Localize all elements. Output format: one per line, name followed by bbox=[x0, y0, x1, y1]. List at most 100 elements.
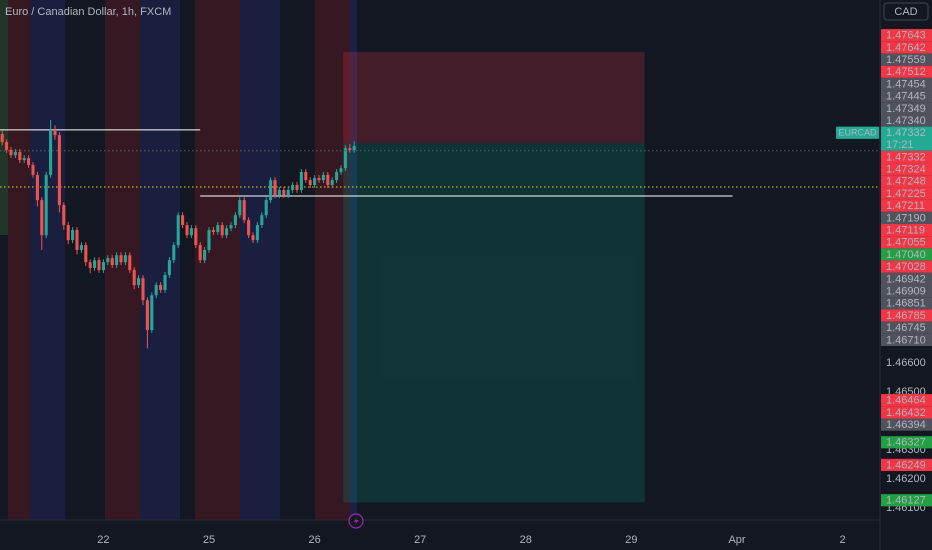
price-label: 1.47349 bbox=[886, 103, 926, 115]
price-axis-labels: 1.466001.465001.463001.462001.461001.476… bbox=[881, 29, 932, 514]
candle-body bbox=[62, 205, 66, 226]
price-label-box bbox=[881, 90, 932, 103]
x-tick-label: Apr bbox=[728, 534, 745, 546]
candle-body bbox=[31, 165, 35, 175]
candle-body bbox=[141, 278, 145, 301]
candle-body bbox=[172, 245, 176, 261]
candle-body bbox=[18, 151, 22, 161]
price-label-box bbox=[881, 187, 932, 200]
candle-body bbox=[75, 229, 79, 250]
candle-body bbox=[220, 225, 224, 236]
price-label: 1.46432 bbox=[886, 407, 926, 419]
target-zone bbox=[343, 142, 645, 503]
price-label: 1.46851 bbox=[886, 298, 926, 310]
candle-body bbox=[154, 285, 158, 296]
candle-body bbox=[348, 148, 352, 150]
symbol-tag: EURCAD bbox=[838, 128, 877, 138]
candle-body bbox=[242, 200, 246, 221]
price-label: 1.46785 bbox=[886, 310, 926, 322]
price-label: 1.47454 bbox=[886, 78, 926, 90]
candle-body bbox=[211, 229, 215, 233]
candle-body bbox=[0, 133, 4, 143]
plot bbox=[0, 51, 880, 503]
candle-body bbox=[49, 129, 53, 175]
candle-body bbox=[308, 180, 312, 186]
candle-body bbox=[299, 171, 303, 190]
candle-body bbox=[106, 258, 110, 263]
candle-body bbox=[128, 255, 132, 271]
y-tick-label: 1.46600 bbox=[886, 357, 926, 369]
price-label-box bbox=[881, 272, 932, 285]
candle-body bbox=[282, 189, 286, 196]
candle-body bbox=[207, 229, 211, 250]
candle-body bbox=[44, 174, 48, 236]
price-label-box bbox=[881, 394, 932, 407]
candle-body bbox=[119, 255, 123, 263]
price-label-box bbox=[881, 236, 932, 249]
session-band bbox=[350, 0, 357, 520]
price-label: 1.47190 bbox=[886, 212, 926, 224]
candle-body bbox=[335, 171, 339, 181]
price-label-box bbox=[881, 248, 932, 261]
price-label-box bbox=[881, 309, 932, 322]
price-label: 1.46394 bbox=[886, 419, 926, 431]
price-label: 1.47028 bbox=[886, 261, 926, 273]
price-label: 1.46909 bbox=[886, 286, 926, 298]
candle-body bbox=[313, 178, 317, 186]
session-band bbox=[30, 0, 65, 520]
price-label-box bbox=[881, 65, 932, 78]
currency-box[interactable] bbox=[883, 2, 929, 21]
price-label-box bbox=[881, 163, 932, 176]
alert-icon[interactable] bbox=[348, 513, 364, 529]
price-label: 1.47055 bbox=[886, 237, 926, 249]
price-label-box bbox=[881, 211, 932, 225]
candle-body bbox=[57, 135, 61, 206]
candle-body bbox=[229, 225, 233, 229]
candle-body bbox=[5, 142, 9, 150]
session-band bbox=[315, 0, 350, 520]
session-band bbox=[0, 0, 8, 235]
candle-body bbox=[115, 255, 119, 266]
candle-body bbox=[260, 215, 264, 226]
candle-body bbox=[216, 225, 220, 233]
candle-body bbox=[88, 262, 92, 268]
price-label: 1.47643 bbox=[886, 30, 926, 42]
price-label: 1.47248 bbox=[886, 176, 926, 188]
price-label-box bbox=[881, 494, 932, 507]
candle-body bbox=[53, 129, 57, 136]
price-label-box bbox=[881, 114, 932, 127]
candle-body bbox=[233, 215, 237, 226]
price-label: 1.47119 bbox=[886, 225, 925, 237]
candle-body bbox=[277, 189, 281, 196]
price-label-box bbox=[881, 175, 932, 188]
alert-bolt bbox=[353, 516, 359, 526]
price-label-box bbox=[881, 199, 932, 212]
price-label: 1.47040 bbox=[886, 249, 926, 261]
x-tick-label: 22 bbox=[97, 534, 109, 546]
session-band bbox=[240, 0, 280, 520]
price-label-box bbox=[881, 29, 932, 42]
candle-body bbox=[84, 245, 88, 263]
candle-body bbox=[176, 215, 180, 246]
price-label: 1.47211 bbox=[886, 200, 925, 212]
candle-body bbox=[22, 158, 26, 161]
candle-body bbox=[238, 200, 242, 216]
candle-body bbox=[352, 146, 356, 150]
x-tick-label: 25 bbox=[203, 534, 215, 546]
candle-body bbox=[27, 158, 31, 166]
x-tick-label: 28 bbox=[520, 534, 532, 546]
price-label-box bbox=[881, 77, 932, 91]
candle-body bbox=[35, 174, 39, 201]
candle-body bbox=[343, 148, 347, 169]
price-label-box bbox=[881, 260, 932, 273]
candle-body bbox=[264, 200, 268, 216]
candle-body bbox=[101, 262, 105, 271]
candle-body bbox=[132, 270, 136, 286]
candle-body bbox=[255, 225, 259, 241]
price-label: 1.47445 bbox=[886, 91, 926, 103]
candle-body bbox=[185, 225, 189, 236]
price-label: 1.47324 bbox=[886, 164, 926, 176]
price-label-box bbox=[881, 406, 932, 419]
candle-body bbox=[304, 171, 308, 181]
